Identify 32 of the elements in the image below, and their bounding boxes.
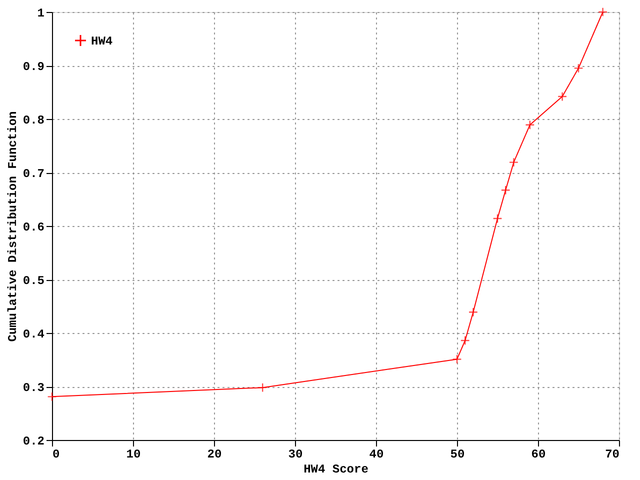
point xyxy=(468,307,478,317)
y-tick-label: 0.8 xyxy=(22,114,44,128)
point xyxy=(558,92,568,102)
y-axis-title: Cumulative Distribution Function xyxy=(6,111,20,342)
x-axis-title: HW4 Score xyxy=(304,462,368,476)
point xyxy=(525,120,535,130)
point xyxy=(452,354,462,364)
point xyxy=(574,63,584,73)
x-tick-label: 30 xyxy=(288,448,303,462)
x-tick-label: 10 xyxy=(126,448,141,462)
point xyxy=(460,336,470,346)
y-tick-label: 0.6 xyxy=(22,220,44,234)
point xyxy=(258,382,268,392)
x-tick-label: 70 xyxy=(605,448,620,462)
y-tick-label: 0.4 xyxy=(22,328,44,342)
point xyxy=(508,158,518,168)
x-tick-label: 20 xyxy=(207,448,222,462)
x-tick-label: 0 xyxy=(52,448,60,462)
point xyxy=(598,7,608,17)
point xyxy=(492,214,502,224)
legend-label: HW4 xyxy=(91,34,113,48)
y-tick-label: 0.9 xyxy=(22,60,44,74)
y-tick-label: 0.5 xyxy=(22,274,44,288)
y-tick-label: 1 xyxy=(37,6,44,20)
x-tick-label: 40 xyxy=(369,448,384,462)
x-tick-label: 50 xyxy=(450,448,465,462)
y-tick-label: 0.2 xyxy=(22,434,44,448)
y-tick-label: 0.7 xyxy=(22,167,44,181)
point xyxy=(47,392,57,402)
x-tick-label: 60 xyxy=(531,448,546,462)
point xyxy=(500,185,510,195)
y-tick-label: 0.3 xyxy=(22,381,44,395)
